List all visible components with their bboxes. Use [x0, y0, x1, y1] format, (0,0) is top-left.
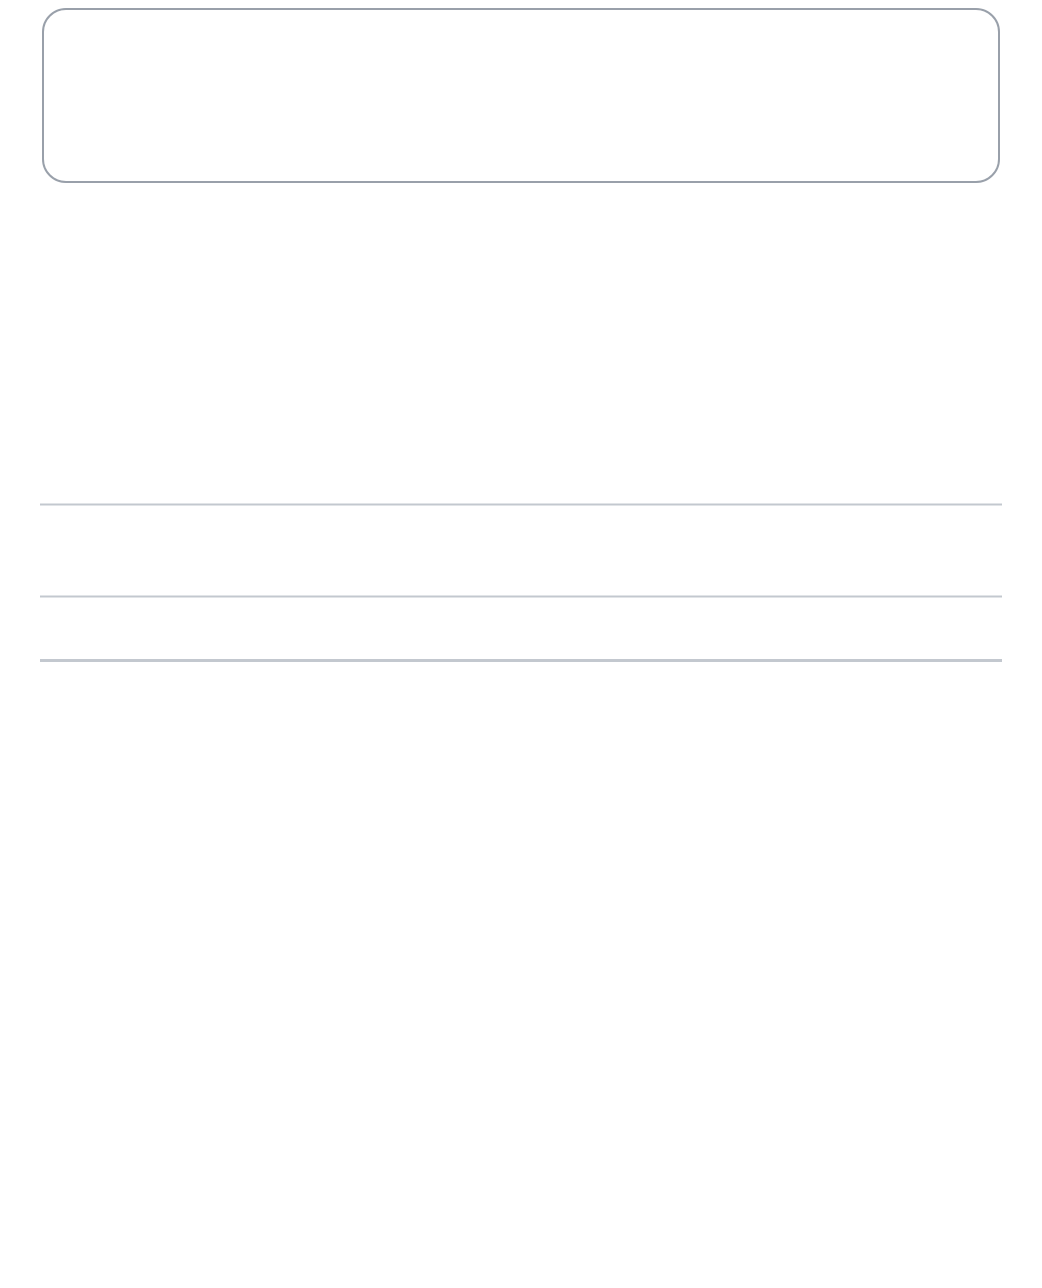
stat-infections	[82, 80, 618, 143]
summary-stats	[82, 80, 960, 143]
bar-x-axis-line	[40, 659, 1002, 662]
infections-line-svg	[40, 503, 1002, 506]
infections-deaths-chart	[40, 229, 1002, 613]
bar-axis-labels	[40, 662, 1002, 710]
stat-deaths	[618, 80, 960, 143]
summary-card	[42, 8, 1000, 183]
deaths-area-svg	[40, 595, 1002, 598]
timeline-axis-labels	[40, 603, 1002, 613]
deaths-bar-chart	[40, 659, 1002, 710]
